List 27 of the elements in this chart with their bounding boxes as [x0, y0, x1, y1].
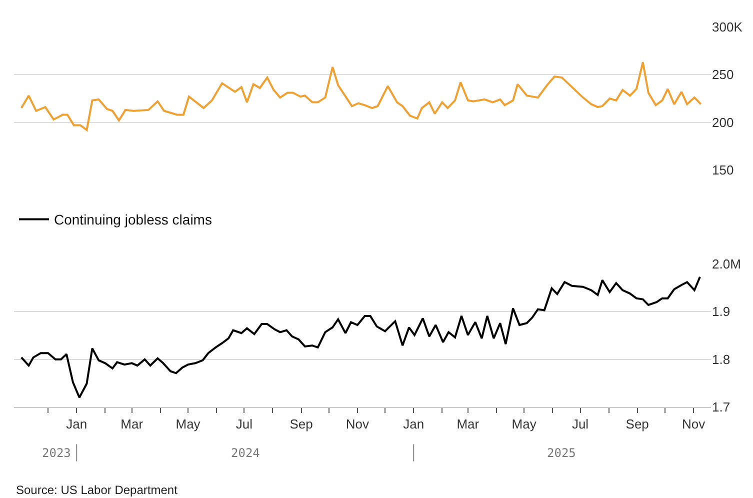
x-tick-label: Nov: [682, 416, 706, 432]
x-tick-label: Jul: [572, 416, 589, 432]
y-tick-label: 1.9: [712, 304, 730, 320]
y-tick-label: 1.8: [712, 352, 730, 367]
x-tick-label: Jan: [403, 416, 424, 432]
x-tick-label: Sep: [290, 416, 313, 432]
line-series: [20, 61, 702, 131]
x-tick-label: May: [176, 416, 201, 432]
x-tick-label: Jul: [236, 416, 253, 432]
y-tick-label: 150: [712, 162, 734, 178]
x-tick-label: Jan: [66, 416, 88, 432]
text: 2024: [231, 446, 260, 460]
y-tick-label: 2.0M: [712, 256, 741, 272]
text: 2023: [42, 446, 71, 460]
x-tick-label: Mar: [120, 416, 144, 432]
text: 2025: [547, 446, 576, 460]
y-tick-label: 200: [712, 114, 734, 130]
y-tick-label: 300K: [712, 20, 743, 35]
source-note: Source: US Labor Department: [16, 483, 178, 497]
x-tick-label: Sep: [626, 416, 649, 432]
x-tick-label: Mar: [456, 416, 480, 432]
line-series: [20, 276, 701, 398]
y-tick-label: 1.7: [712, 400, 730, 415]
y-tick-label: 250: [712, 67, 734, 82]
x-tick-label: Nov: [346, 416, 370, 432]
legend-label: Continuing jobless claims: [54, 212, 212, 228]
x-tick-label: May: [512, 416, 537, 432]
